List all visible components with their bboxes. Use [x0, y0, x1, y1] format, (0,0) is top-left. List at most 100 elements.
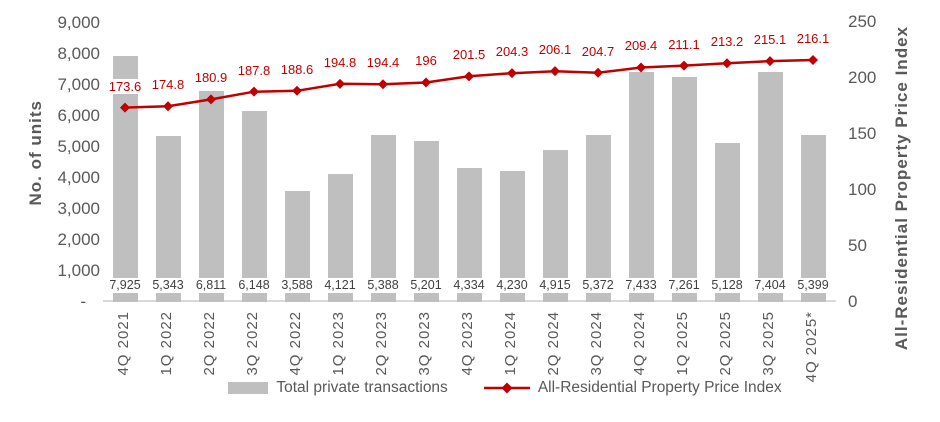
line-value-label: 213.2 [704, 34, 750, 49]
bar-value-label: 5,343 [145, 278, 191, 293]
line-value-label: 204.7 [575, 44, 621, 59]
x-axis-tick-label: 1Q 2023 [330, 311, 347, 376]
line-value-label: 196 [403, 53, 449, 68]
bar-value-label: 5,372 [575, 278, 621, 293]
bar-swatch-icon [228, 382, 269, 394]
line-value-label: 206.1 [532, 42, 578, 57]
bar-value-label: 5,128 [704, 278, 750, 293]
left-axis-tick-label: 9,000 [57, 13, 100, 32]
line-point-marker [292, 85, 302, 96]
line-value-label: 180.9 [188, 70, 234, 85]
line-point-marker [550, 66, 560, 77]
bar-value-label: 4,230 [489, 278, 535, 293]
line-value-label: 187.8 [231, 63, 277, 78]
line-value-label: 211.1 [661, 37, 707, 52]
line-value-label: 201.5 [446, 47, 492, 62]
left-axis-tick-label: 8,000 [57, 44, 100, 63]
line-point-marker [808, 54, 818, 65]
x-axis-tick-label: 4Q 2021 [115, 311, 132, 376]
line-point-marker [679, 60, 689, 71]
bar [371, 134, 396, 302]
line-value-label: 173.6 [102, 79, 148, 94]
line-value-label: 216.1 [790, 31, 836, 46]
line-point-marker [507, 68, 517, 79]
line-point-marker [163, 101, 173, 112]
bar [758, 72, 783, 302]
x-axis-tick-label: 3Q 2022 [244, 311, 261, 376]
x-axis-tick-label: 1Q 2022 [158, 311, 175, 376]
line-value-label: 188.6 [274, 62, 320, 77]
left-axis-tick-label: 6,000 [57, 106, 100, 125]
bar [801, 134, 826, 302]
bar [715, 143, 740, 302]
bar-value-label: 6,148 [231, 278, 277, 293]
line-value-label: 209.4 [618, 38, 664, 53]
line-point-marker [464, 71, 474, 82]
line-point-marker [335, 78, 345, 89]
legend-item-line: All-Residential Property Price Index [483, 379, 782, 397]
x-axis-tick-label: 2Q 2022 [201, 311, 218, 376]
x-axis-tick-label: 2Q 2024 [545, 311, 562, 376]
right-axis-tick-label: 0 [848, 292, 858, 311]
x-axis-tick-label: 3Q 2025 [760, 311, 777, 376]
right-axis-tick-label: 150 [848, 124, 877, 143]
bar [629, 71, 654, 302]
bar [543, 149, 568, 302]
bar-value-label: 4,121 [317, 278, 363, 293]
legend-label-line: All-Residential Property Price Index [537, 379, 782, 396]
left-axis-tick-label: - [80, 292, 86, 311]
line-point-marker [249, 86, 259, 97]
x-axis-tick-label: 4Q 2024 [631, 311, 648, 376]
bar-value-label: 5,399 [790, 278, 836, 293]
bar [586, 135, 611, 302]
bar-value-label: 5,388 [360, 278, 406, 293]
bar-value-label: 4,334 [446, 278, 492, 293]
right-axis-tick-label: 200 [848, 68, 877, 87]
line-value-label: 215.1 [747, 32, 793, 47]
left-axis-tick-label: 2,000 [57, 230, 100, 249]
line-value-label: 174.8 [145, 77, 191, 92]
x-axis-tick-label: 2Q 2023 [373, 311, 390, 376]
x-axis-tick-label: 3Q 2023 [416, 311, 433, 376]
right-axis-tick-label: 100 [848, 180, 877, 199]
bar-value-label: 5,201 [403, 278, 449, 293]
x-axis-tick-label: 1Q 2025 [674, 311, 691, 376]
bar-value-label: 7,404 [747, 278, 793, 293]
left-axis-tick-label: 3,000 [57, 199, 100, 218]
bar [156, 136, 181, 302]
line-value-label: 194.4 [360, 55, 406, 70]
bar-value-label: 6,811 [188, 278, 234, 293]
line-point-marker [765, 56, 775, 67]
left-axis-tick-label: 7,000 [57, 75, 100, 94]
bar-value-label: 3,588 [274, 278, 320, 293]
right-axis-tick-label: 250 [848, 12, 877, 31]
legend-label-bars: Total private transactions [276, 379, 448, 396]
x-axis-tick-label: 2Q 2025 [717, 311, 734, 376]
left-axis-tick-label: 1,000 [57, 261, 100, 280]
legend: Total private transactions All-Residenti… [70, 378, 940, 398]
x-axis-tick-label: 4Q 2023 [459, 311, 476, 376]
bar [199, 90, 224, 302]
x-axis-tick-label: 4Q 2025* [803, 311, 820, 383]
line-point-marker [421, 77, 431, 88]
line-point-marker [722, 58, 732, 69]
bar [242, 111, 267, 302]
legend-item-bars: Total private transactions [228, 379, 448, 397]
right-axis-tick-label: 50 [848, 236, 867, 255]
x-axis-tick-label: 3Q 2024 [588, 311, 605, 376]
line-marker-icon [483, 381, 530, 395]
bar [672, 76, 697, 302]
line-value-label: 194.8 [317, 55, 363, 70]
bar-value-label: 7,925 [102, 278, 148, 293]
x-axis-tick-label: 1Q 2024 [502, 311, 519, 376]
line-value-label: 204.3 [489, 44, 535, 59]
bar [414, 140, 439, 302]
bar-value-label: 4,915 [532, 278, 578, 293]
line-point-marker [378, 79, 388, 90]
line-point-marker [593, 67, 603, 78]
left-axis-tick-label: 4,000 [57, 168, 100, 187]
bar-value-label: 7,433 [618, 278, 664, 293]
x-axis-tick-label: 4Q 2022 [287, 311, 304, 376]
bar-value-label: 7,261 [661, 278, 707, 293]
